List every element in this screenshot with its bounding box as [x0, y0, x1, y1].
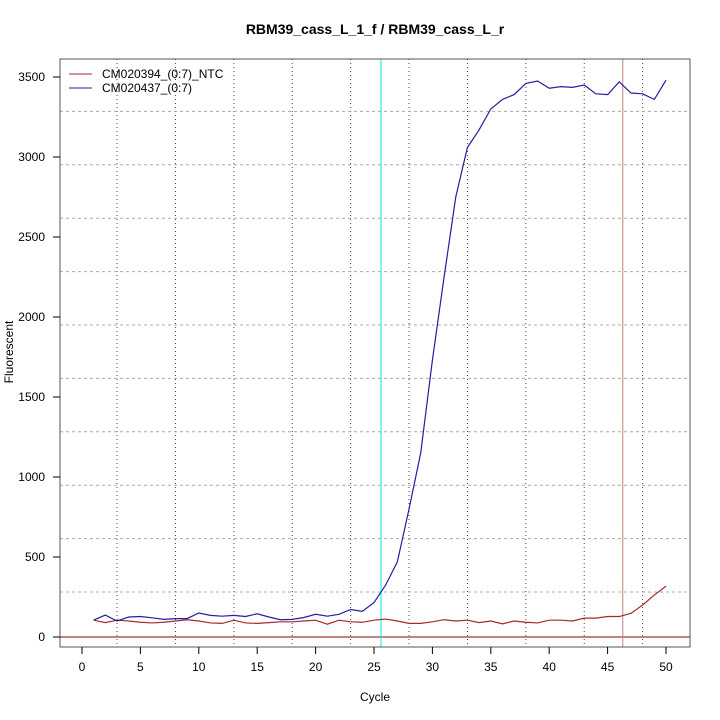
x-tick-label: 40	[543, 660, 557, 674]
reference-lines	[60, 59, 690, 647]
y-tick-label: 500	[25, 550, 45, 564]
y-tick-label: 1500	[18, 390, 45, 404]
x-tick-label: 25	[367, 660, 381, 674]
x-tick-label: 10	[192, 660, 206, 674]
y-tick-label: 2000	[18, 310, 45, 324]
x-tick-label: 35	[484, 660, 498, 674]
series-line-1	[93, 79, 667, 622]
chart-title: RBM39_cass_L_1_f / RBM39_cass_L_r	[246, 21, 505, 37]
grid	[60, 59, 690, 647]
x-tick-label: 50	[659, 660, 673, 674]
axes: 0 5 10 15 20 25 30 35 40 45 5005001000150020002500…	[18, 70, 673, 674]
y-axis-label: Fluorescent	[2, 320, 16, 383]
series-line-0	[93, 585, 667, 625]
y-tick-label: 2500	[18, 230, 45, 244]
x-tick-label: 15	[251, 660, 265, 674]
plot-frame	[59, 58, 691, 648]
y-tick-label: 3000	[18, 150, 45, 164]
x-tick-label: 45	[601, 660, 615, 674]
legend: CM020394_(0:7)_NTC CM020437_(0:7)	[69, 67, 224, 95]
x-tick-label: 30	[426, 660, 440, 674]
x-tick-label: 0	[79, 660, 86, 674]
legend-label-ntc: CM020394_(0:7)_NTC	[102, 67, 224, 81]
y-tick-label: 0	[38, 630, 45, 644]
x-axis-label: Cycle	[360, 690, 390, 704]
y-tick-label: 3500	[18, 70, 45, 84]
x-tick-label: 5	[137, 660, 144, 674]
legend-label-sample: CM020437_(0:7)	[102, 81, 192, 95]
x-tick-label: 20	[309, 660, 323, 674]
y-tick-label: 1000	[18, 470, 45, 484]
series-group	[93, 79, 667, 625]
